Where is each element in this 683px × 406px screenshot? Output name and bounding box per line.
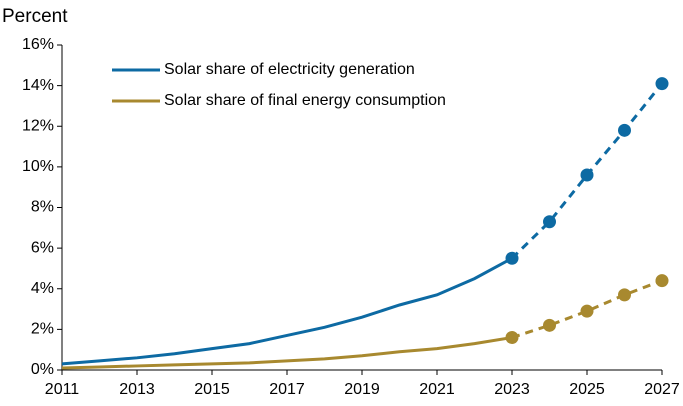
x-tick-label: 2017 [269,381,305,398]
point [505,331,519,344]
x-tick-label: 2013 [119,381,155,398]
point [543,318,556,332]
legend-label: Solar share of final energy consumption [164,92,446,109]
point [580,168,594,182]
y-tick-label: 2% [31,321,54,338]
y-tick-label: 12% [22,117,54,134]
y-axis-label: Percent [2,6,68,27]
legend-label: Solar share of electricity generation [164,61,415,78]
series-line [61,256,513,366]
point [655,274,669,288]
x-tick-label: 2025 [569,381,605,398]
y-tick-label: 10% [22,158,54,175]
x-tick-label: 2023 [494,381,530,398]
point [580,304,594,318]
x-tick-label: 2027 [644,381,680,398]
point [543,215,556,229]
y-tick-label: 16% [22,36,54,53]
y-tick-label: 8% [31,199,54,216]
x-tick-label: 2015 [194,381,230,398]
point [655,77,669,91]
x-tick-label: 2019 [344,381,380,398]
x-tick-label: 2021 [419,381,455,398]
point [505,251,519,265]
series-line [61,336,513,370]
point [618,123,631,137]
x-tick-label: 2011 [45,381,80,398]
series-line [511,279,663,339]
y-tick-label: 0% [31,361,54,378]
y-tick-label: 4% [31,280,54,297]
point [618,288,631,302]
y-tick-label: 6% [31,239,54,256]
y-tick-label: 14% [22,77,54,94]
